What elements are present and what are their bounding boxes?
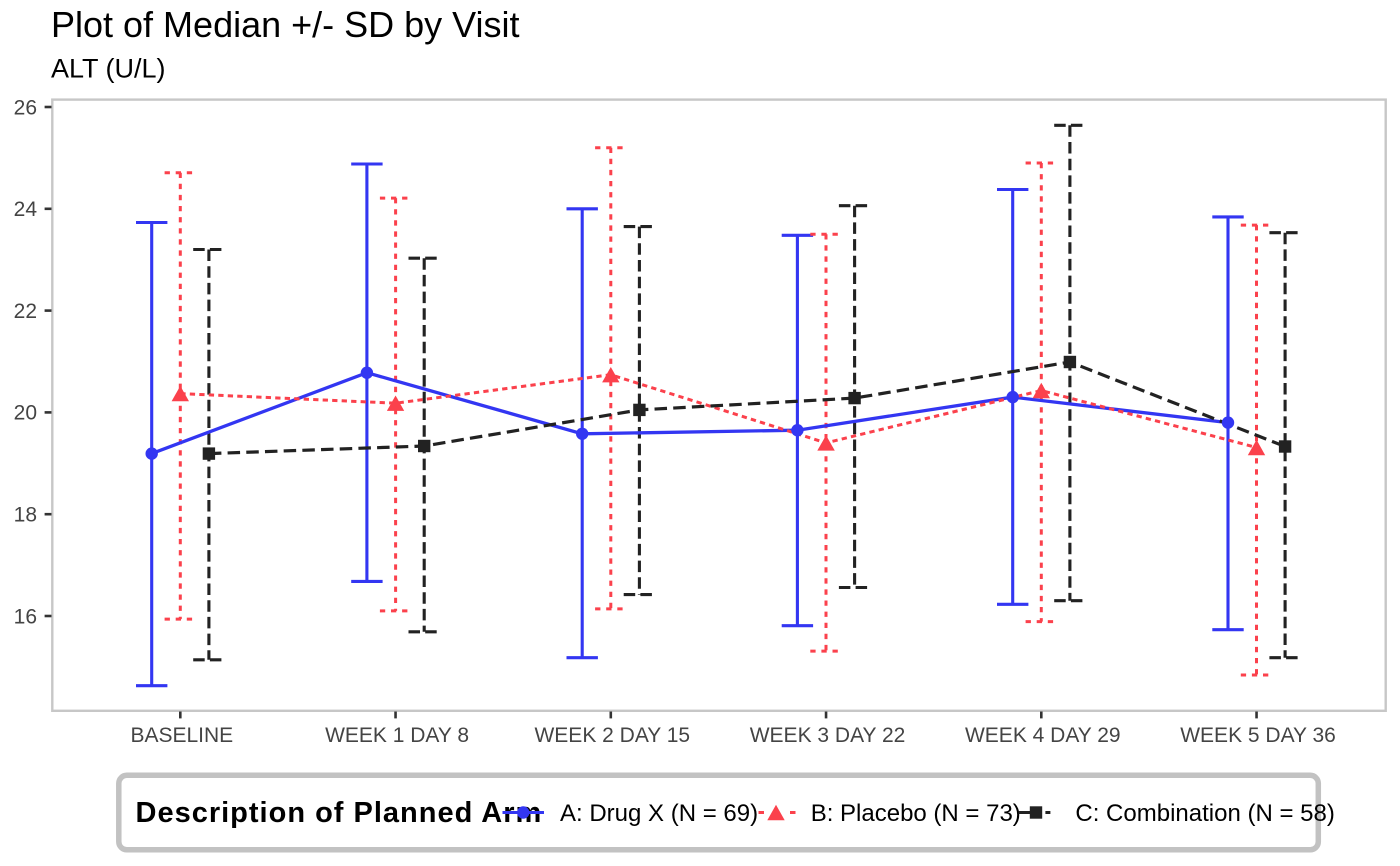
svg-text:WEEK 2 DAY 15: WEEK 2 DAY 15 bbox=[534, 724, 690, 747]
svg-text:18: 18 bbox=[14, 504, 37, 527]
svg-text:Description of Planned Arm: Description of Planned Arm bbox=[136, 797, 543, 829]
svg-text:WEEK 4 DAY 29: WEEK 4 DAY 29 bbox=[965, 724, 1121, 747]
svg-text:26: 26 bbox=[14, 96, 37, 119]
svg-text:22: 22 bbox=[14, 300, 37, 323]
svg-text:B: Placebo (N = 73): B: Placebo (N = 73) bbox=[811, 800, 1021, 827]
svg-text:ALT (U/L): ALT (U/L) bbox=[51, 54, 166, 84]
svg-text:20: 20 bbox=[14, 402, 37, 425]
svg-text:A: Drug X (N = 69): A: Drug X (N = 69) bbox=[560, 800, 758, 827]
svg-text:WEEK 1 DAY 8: WEEK 1 DAY 8 bbox=[325, 724, 469, 747]
svg-text:BASELINE: BASELINE bbox=[130, 724, 233, 747]
svg-text:24: 24 bbox=[14, 198, 38, 221]
svg-text:WEEK 5 DAY 36: WEEK 5 DAY 36 bbox=[1180, 724, 1336, 747]
svg-text:16: 16 bbox=[14, 605, 37, 628]
svg-text:WEEK 3 DAY 22: WEEK 3 DAY 22 bbox=[750, 724, 906, 747]
svg-text:C: Combination (N = 58): C: Combination (N = 58) bbox=[1075, 800, 1334, 827]
svg-text:Plot of Median +/- SD by Visit: Plot of Median +/- SD by Visit bbox=[51, 4, 520, 45]
